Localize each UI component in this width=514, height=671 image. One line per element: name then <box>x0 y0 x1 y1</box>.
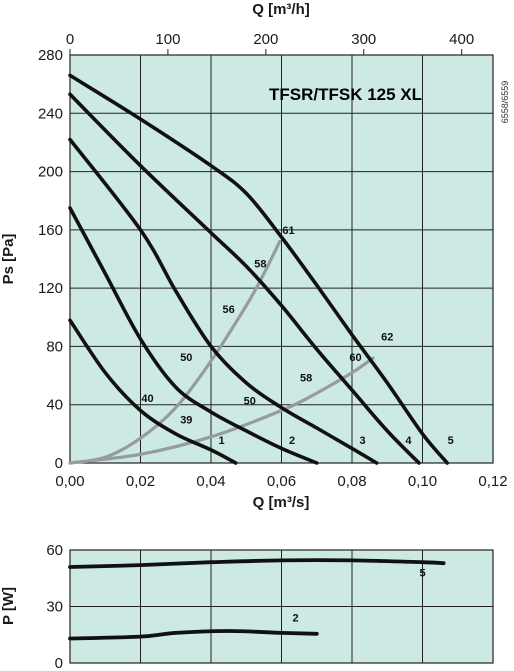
efficiency-curve-1 <box>68 239 282 465</box>
power-y-axis-label: P [W] <box>0 587 17 625</box>
x-axis-label: Q [m³/s] <box>253 494 310 511</box>
top-tick-label: 400 <box>449 31 474 48</box>
power-curve-2 <box>68 629 319 641</box>
pressure-curve-3 <box>68 137 379 465</box>
curve-label: 50 <box>180 352 192 364</box>
curve-label: 2 <box>289 435 295 447</box>
y-axis-label: Ps [Pa] <box>0 234 17 285</box>
drawing-code: 6558/6559 <box>500 81 510 124</box>
top-axis-ticks: 0 100 200 300 400 <box>66 31 474 55</box>
curve-label: 58 <box>254 259 266 271</box>
curve-label: 56 <box>223 304 235 316</box>
power-curve-5 <box>68 558 446 569</box>
x-tick-label: 0,06 <box>267 473 296 490</box>
power-y-axis-ticks: 0 30 60 <box>46 542 63 671</box>
y-tick-label: 160 <box>38 222 63 239</box>
pressure-curve-5 <box>68 73 449 465</box>
power-curves <box>68 558 446 641</box>
x-tick-label: 0,12 <box>478 473 507 490</box>
y-tick-label: 280 <box>38 47 63 64</box>
top-tick-label: 200 <box>253 31 278 48</box>
curve-labels: 61 58 56 50 40 39 50 58 60 62 1 2 3 4 5 <box>141 225 453 447</box>
x-tick-label: 0,08 <box>337 473 366 490</box>
top-tick-label: 300 <box>351 31 376 48</box>
chart-title: TFSR/TFSK 125 XL <box>269 85 422 104</box>
curve-label: 61 <box>282 225 294 237</box>
curve-label: 58 <box>300 372 312 384</box>
y-tick-label: 80 <box>46 338 63 355</box>
power-y-tick-label: 0 <box>55 655 63 671</box>
pressure-curve-4 <box>68 92 421 465</box>
y-tick-label: 40 <box>46 397 63 414</box>
x-tick-label: 0,02 <box>126 473 155 490</box>
y-tick-label: 240 <box>38 105 63 122</box>
power-curve-labels: 52 <box>293 567 426 624</box>
top-axis-label: Q [m³/h] <box>252 1 310 18</box>
curve-label: 4 <box>405 435 412 447</box>
x-tick-label: 0,10 <box>408 473 437 490</box>
curve-label: 1 <box>219 435 225 447</box>
x-tick-label: 0,04 <box>196 473 225 490</box>
x-axis-ticks: 0,00 0,02 0,04 0,06 0,08 0,10 0,12 <box>55 473 507 490</box>
top-tick-label: 100 <box>155 31 180 48</box>
power-y-tick-label: 30 <box>46 599 63 616</box>
pressure-curves <box>68 73 449 465</box>
y-tick-label: 0 <box>55 455 63 472</box>
power-y-tick-label: 60 <box>46 542 63 559</box>
curve-label: 39 <box>180 415 192 427</box>
main-chart: 0 100 200 300 400 0,00 0,02 0,04 0,06 0,08 0,10 0,… <box>0 1 510 511</box>
y-tick-label: 200 <box>38 164 63 181</box>
curve-label: 5 <box>448 435 454 447</box>
curve-label: 60 <box>349 352 361 364</box>
efficiency-curve-2 <box>68 356 375 465</box>
power-grid <box>70 550 493 663</box>
pressure-curve-1 <box>68 318 238 465</box>
power-curve-label: 5 <box>419 567 425 579</box>
curve-label: 3 <box>360 435 366 447</box>
pressure-curve-2 <box>68 206 319 465</box>
top-tick-label: 0 <box>66 31 74 48</box>
x-tick-label: 0,00 <box>55 473 84 490</box>
efficiency-curves <box>68 239 375 465</box>
curve-label: 50 <box>244 396 256 408</box>
curve-label: 40 <box>141 393 153 405</box>
y-tick-label: 120 <box>38 280 63 297</box>
power-curve-label: 2 <box>293 613 299 625</box>
curve-label: 62 <box>381 332 393 344</box>
y-axis-ticks: 0 40 80 120 160 200 240 280 <box>38 47 63 472</box>
